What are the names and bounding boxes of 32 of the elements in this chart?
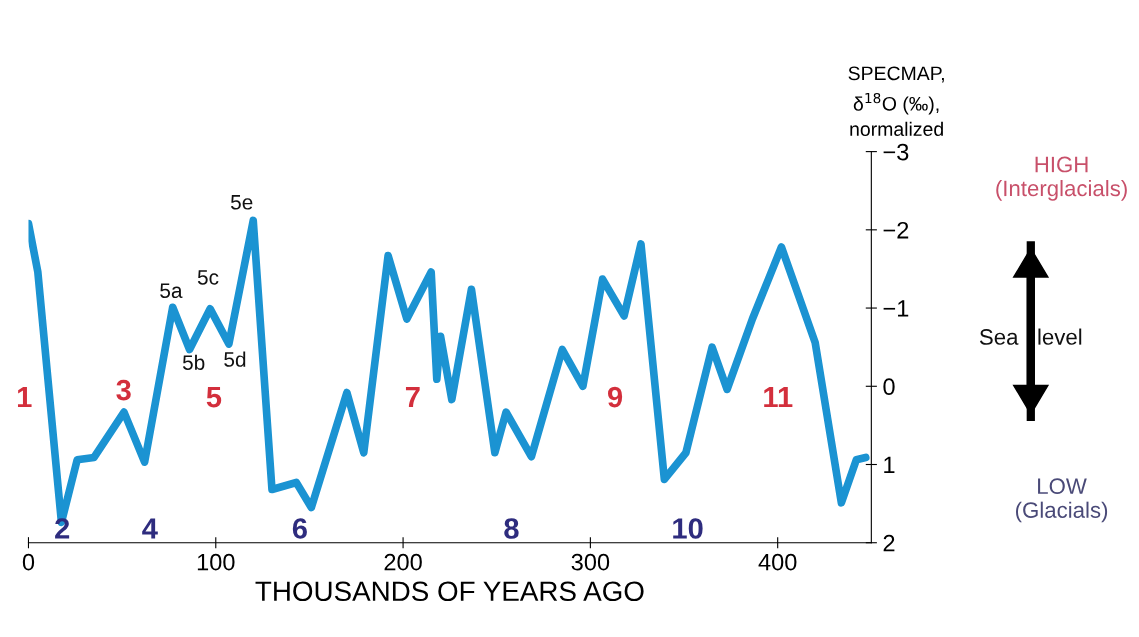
text: LOW (Glacials) xyxy=(1016,478,1108,523)
annotation: 5 xyxy=(206,387,222,408)
annotation: 3 xyxy=(116,379,131,401)
annotation: 5d xyxy=(224,351,246,367)
y-axis-title: SPECMAP, δ$^{18}$O (‰), normalized xyxy=(848,66,944,137)
y-tick-label: 1 xyxy=(884,456,895,474)
annotation: 7 xyxy=(405,387,420,408)
text: HIGH (Interglacials) xyxy=(996,156,1127,201)
annotation: 1 xyxy=(17,387,32,408)
annotation: 5b xyxy=(182,354,205,370)
annotation: 8 xyxy=(504,518,519,539)
annotation: 5e xyxy=(230,195,253,210)
y-tick-label: 0 xyxy=(883,378,895,396)
x-tick-label: 400 xyxy=(758,553,797,571)
annotation: 4 xyxy=(142,518,158,539)
annotation: 2 xyxy=(55,518,70,539)
annotation: 5a xyxy=(160,283,183,298)
annotation: 6 xyxy=(292,518,307,539)
x-tick-label: 300 xyxy=(571,553,610,571)
y-tick-label: 2 xyxy=(883,534,895,552)
annotation: 5c xyxy=(197,270,219,285)
x-tick-label: 100 xyxy=(197,553,235,571)
y-tick-label: −2 xyxy=(883,221,909,239)
annotation: 9 xyxy=(608,386,623,408)
x-tick-label: 200 xyxy=(384,553,422,571)
x-axis-title: THOUSANDS OF YEARS AGO xyxy=(255,581,644,602)
text: Sea level xyxy=(979,328,1082,345)
x-tick-label: 0 xyxy=(22,553,35,571)
annotation: 11 xyxy=(764,387,793,408)
annotation: 10 xyxy=(673,518,703,539)
y-tick-label: −3 xyxy=(883,143,909,161)
y-tick-label: −1 xyxy=(883,300,909,317)
